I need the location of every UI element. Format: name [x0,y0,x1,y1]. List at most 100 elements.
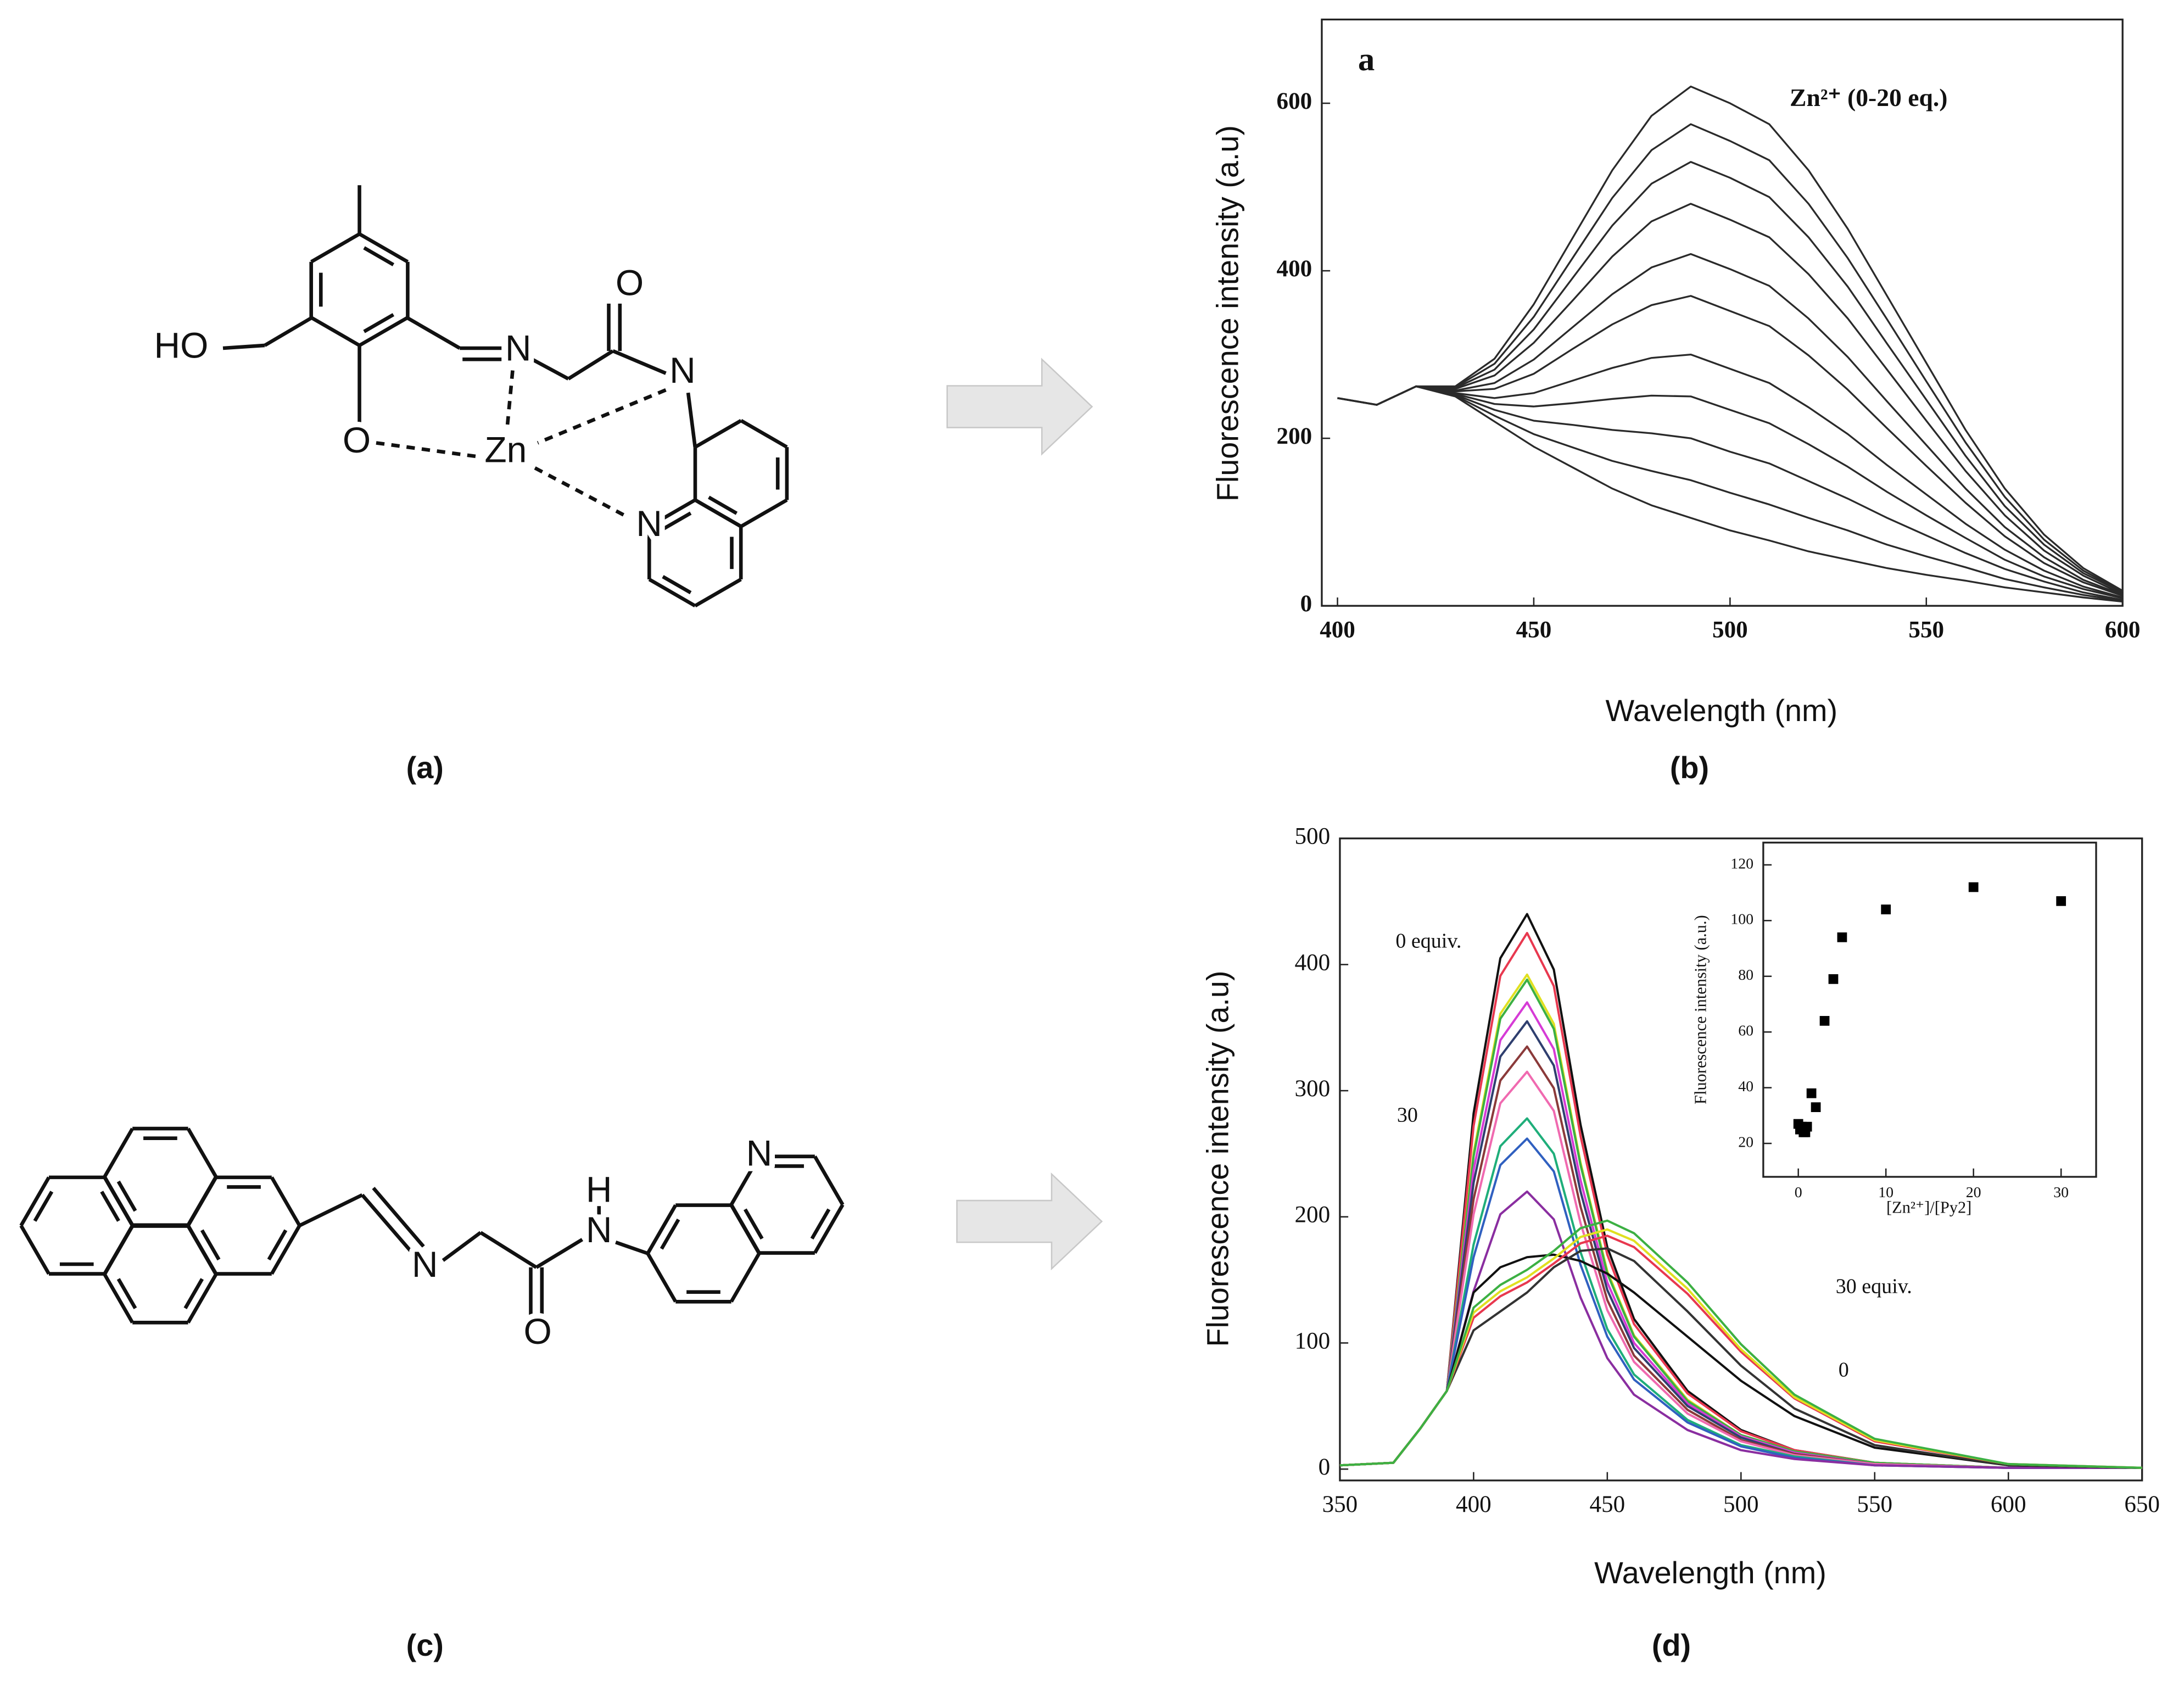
bond [310,316,361,347]
atom-label: N [586,1209,612,1250]
bond [662,575,692,595]
series-line [1337,385,2123,600]
scatter-point [1837,932,1847,942]
annotation: 30 equiv. [1836,1275,1912,1298]
x-tick-label: 450 [1516,617,1552,643]
panel-label: (c) [406,1628,444,1662]
bond [615,1241,649,1255]
bond [505,370,515,429]
annotation: 0 [1839,1359,1849,1382]
bond [222,343,265,350]
bond [660,1218,680,1250]
bond [442,1231,482,1262]
bond [100,1191,120,1222]
bond [534,466,631,520]
y-tick-label: 300 [1294,1076,1330,1102]
bond [648,578,696,608]
bond [376,441,480,459]
bond [183,1278,204,1309]
bond [270,1176,301,1227]
bond [646,1252,678,1303]
bond [270,1225,301,1275]
scatter-point [1828,974,1839,984]
x-tick-label: 500 [1723,1492,1759,1517]
bond [200,1229,221,1261]
bond [694,578,742,608]
bond [358,316,409,347]
panel-label: (d) [1652,1628,1691,1662]
bond [743,1208,764,1240]
bond [186,1225,218,1275]
chart: 400 450 500 550 600 0 200 400 600 Wavelength (nm)… [1210,18,2141,728]
atom-label: O [343,420,371,460]
atom-label: N [505,328,532,368]
panel-label: (a) [406,750,444,785]
x-tick-label: 600 [2105,617,2141,643]
bond [19,1176,51,1227]
y-tick-label: 0 [1300,591,1312,617]
scatter-point [1806,1088,1817,1098]
series-line [1337,385,2123,603]
atom-label: N [746,1132,773,1173]
y-tick-label: 600 [1277,88,1312,114]
x-tick-label: 600 [1991,1492,2026,1517]
y-axis-title: Fluorescence intensity (a.u.) [1691,915,1710,1104]
y-tick-label: 20 [1738,1133,1753,1151]
atom-label: O [524,1311,552,1351]
y-tick-label: 200 [1277,423,1312,449]
bond [810,1208,831,1240]
bond [264,316,313,347]
series-line [1337,161,2123,594]
bond [729,1252,761,1303]
bond [103,1176,135,1226]
bond [363,313,395,333]
y-tick-label: 100 [1294,1328,1330,1354]
bond [537,388,667,445]
series-line [1337,85,2123,592]
scatter-point [1881,904,1891,914]
bond [567,349,614,381]
annotation: 0 equiv. [1395,930,1461,953]
bond [646,1204,678,1255]
x-tick-label: 400 [1320,617,1355,643]
x-tick-label: 30 [2053,1184,2069,1201]
y-tick-label: 400 [1277,256,1312,282]
bond [103,1273,135,1323]
y-tick-label: 120 [1730,855,1753,872]
series-line [1337,253,2123,596]
bond [116,1278,137,1309]
atom-label: N [669,350,696,390]
bond [535,1238,584,1269]
bond [612,349,667,375]
series-line [1337,295,2123,597]
x-tick-label: 650 [2124,1492,2160,1517]
bond [116,1180,137,1212]
series-line [1339,1219,2142,1469]
atom-label: Zn [484,429,527,470]
x-tick-label: 500 [1712,617,1748,643]
bond [186,1176,218,1227]
bond [310,232,361,264]
bond [531,358,569,381]
atom-label: N [412,1244,438,1285]
annotation: Zn²⁺ (0-20 eq.) [1790,83,1947,111]
series-line [1337,123,2123,593]
x-axis-title: Wavelength (nm) [1594,1555,1826,1590]
plot-frame [1762,841,2097,1178]
bond [694,419,742,449]
bond [103,1225,135,1276]
atom-label: N [636,503,662,544]
bond [686,392,697,448]
series-line [1337,385,2123,601]
annotation: 30 [1397,1104,1418,1127]
y-axis-title: Fluorescence intensity (a.u) [1210,125,1244,501]
x-axis-title: [Zn²⁺]/[Py2] [1886,1198,1971,1216]
bond [267,1229,288,1261]
series-line [1337,385,2123,602]
x-tick-label: 550 [1908,617,1944,643]
x-tick-label: 0 [1795,1184,1802,1201]
y-tick-label: 100 [1730,911,1753,928]
bond [358,232,409,264]
